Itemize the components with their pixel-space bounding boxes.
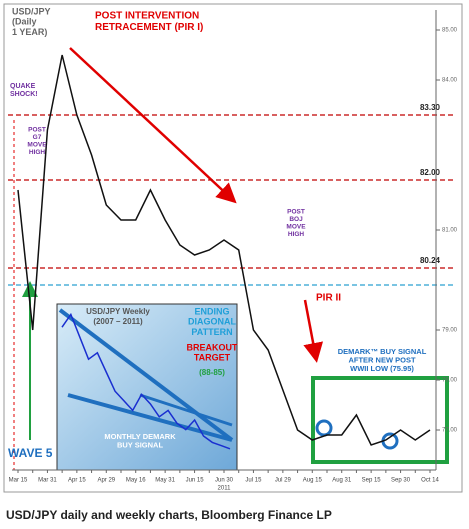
x-tick-label: May 16 xyxy=(126,478,146,484)
x-tick-label: Aug 31 xyxy=(332,478,352,484)
y-tick-label: 77.00 xyxy=(442,428,458,434)
annotation: DEMARK™ BUY SIGNAL xyxy=(338,347,427,356)
x-tick-label: Sep 30 xyxy=(391,478,411,484)
trend-line xyxy=(139,393,233,427)
x-tick-label: Aug 15 xyxy=(303,478,323,484)
annotation: DIAGONAL xyxy=(188,317,236,327)
annotation: ENDING xyxy=(194,306,229,316)
annotation: MOVE xyxy=(286,224,306,231)
x-tick-label: Apr 29 xyxy=(97,478,115,484)
trend-line xyxy=(58,308,234,442)
frame xyxy=(3,3,463,493)
x-tick-label: Sep 15 xyxy=(362,478,382,484)
x-tick-label: Jun 15 xyxy=(186,478,205,484)
year-label: 2011 xyxy=(218,486,232,492)
price-line xyxy=(61,312,231,450)
annotation: QUAKE xyxy=(10,83,36,90)
annotation: PATTERN xyxy=(191,327,232,337)
x-tick-label: Jul 29 xyxy=(275,478,292,484)
annotation: USD/JPY xyxy=(12,6,51,16)
annotation: BREAKOUT xyxy=(187,342,239,352)
annotation: MOVE xyxy=(27,142,47,149)
annotation: RETRACEMENT (PIR I) xyxy=(95,22,203,33)
x-tick-label: Jul 15 xyxy=(245,478,262,484)
annotation: WAVE 5 xyxy=(8,446,53,460)
level-label: 80.24 xyxy=(420,256,441,265)
level-label: 83.30 xyxy=(420,103,441,112)
inset xyxy=(56,303,238,471)
annotation: (88-85) xyxy=(199,368,225,377)
trend-line xyxy=(67,393,233,442)
annotation: 1 YEAR) xyxy=(12,27,47,37)
y-tick-label: 78.00 xyxy=(442,378,458,384)
annotation: SHOCK! xyxy=(10,91,38,98)
annotation: POST xyxy=(28,127,46,134)
annotation: G7 xyxy=(33,134,42,141)
x-tick-label: Mar 31 xyxy=(38,478,57,484)
price-line xyxy=(17,54,431,446)
chart: 85.00 84.00 81.00 79.00 78.00 77.00 83.30 82.00… xyxy=(3,3,463,493)
y-tick-label: 84.00 xyxy=(442,78,458,84)
x-tick-label: Oct 14 xyxy=(421,478,439,484)
y-tick-label: 79.00 xyxy=(442,328,458,334)
arrow xyxy=(69,47,237,204)
annotation: (Daily xyxy=(12,17,37,27)
annotation: AFTER NEW POST xyxy=(348,356,416,365)
annotation: BOJ xyxy=(289,216,303,223)
annotation: POST xyxy=(287,209,305,216)
inset-title: (2007 – 2011) xyxy=(93,317,143,326)
annotation: MONTHLY DEMARK xyxy=(104,432,176,441)
annotation: PIR II xyxy=(316,293,341,304)
y-tick-label: 85.00 xyxy=(442,28,458,34)
caption: USD/JPY daily and weekly charts, Bloombe… xyxy=(6,508,332,522)
x-tick-label: May 31 xyxy=(155,478,175,484)
highlight-box xyxy=(311,376,449,464)
x-tick-label: Mar 15 xyxy=(9,478,28,484)
inset-title: USD/JPY Weekly xyxy=(86,307,150,316)
annotation: HIGH xyxy=(29,149,46,156)
x-tick-label: Jun 30 xyxy=(215,478,234,484)
annotation: WWII LOW (75.95) xyxy=(350,364,414,373)
y-tick-label: 81.00 xyxy=(442,228,458,234)
annotation: TARGET xyxy=(194,353,231,363)
x-tick-label: Apr 15 xyxy=(68,478,86,484)
arrow xyxy=(303,299,324,363)
annotation: BUY SIGNAL xyxy=(117,441,164,450)
level-label: 82.00 xyxy=(420,168,441,177)
annotation: POST INTERVENTION xyxy=(95,11,199,22)
annotation: HIGH xyxy=(288,231,305,238)
circle xyxy=(315,419,333,437)
